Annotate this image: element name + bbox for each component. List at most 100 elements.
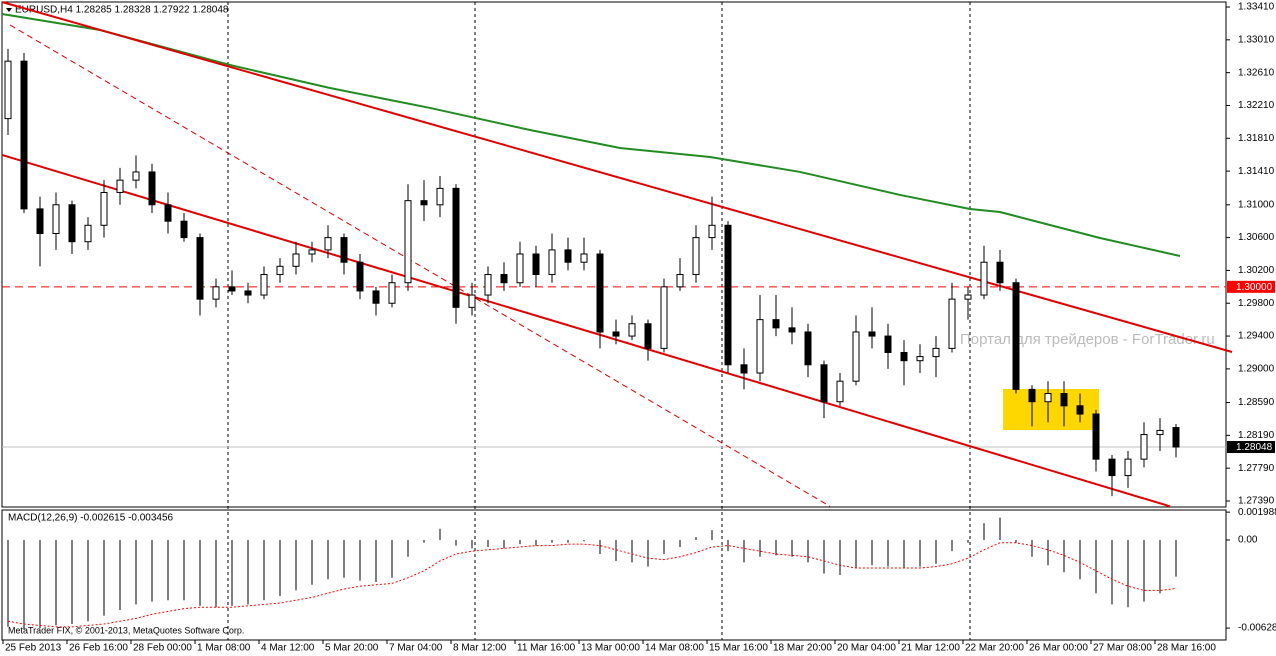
candle-body <box>820 364 828 403</box>
y-tick-label: 1.32610 <box>1238 67 1275 78</box>
separators <box>227 2 971 640</box>
price-label: 1.28048 <box>1236 442 1273 453</box>
candle-body <box>916 356 924 362</box>
candle-body <box>372 290 380 304</box>
menu-arrow <box>6 8 12 12</box>
candle-body <box>1172 427 1180 448</box>
x-tick-label: 22 Mar 20:00 <box>965 643 1024 654</box>
candle-body <box>980 261 988 296</box>
y-tick-label: 1.30600 <box>1238 232 1275 243</box>
candle-body <box>84 224 92 243</box>
candle-body <box>1108 458 1116 477</box>
candle-body <box>596 253 604 333</box>
x-tick-label: 26 Mar 00:00 <box>1029 643 1088 654</box>
macd-title: MACD(12,26,9) -0.002615 -0.003456 <box>8 513 174 524</box>
x-tick-label: 20 Mar 04:00 <box>837 643 896 654</box>
y-tick-label: 1.33010 <box>1238 34 1275 45</box>
x-tick-label: 8 Mar 12:00 <box>453 643 507 654</box>
candle-body <box>1140 434 1148 460</box>
candle-body <box>500 274 508 284</box>
candle-body <box>468 294 476 308</box>
candle-body <box>100 191 108 226</box>
candle-body <box>420 200 428 206</box>
candle-body <box>276 265 284 276</box>
x-tick-label: 5 Mar 20:00 <box>325 643 379 654</box>
y-tick-label: 1.28590 <box>1238 397 1275 408</box>
y-tick-label: 1.29000 <box>1238 364 1275 375</box>
candle-body <box>884 335 892 353</box>
candle-body <box>68 204 76 243</box>
x-tick-label: 1 Mar 08:00 <box>197 643 251 654</box>
candle-body <box>724 224 732 366</box>
macd-tick-label: 0.00 <box>1238 535 1258 546</box>
candle-body <box>788 327 796 333</box>
y-tick-label: 1.29400 <box>1238 331 1275 342</box>
candle-body <box>644 323 652 349</box>
price-label-box <box>1227 441 1275 454</box>
candle-body <box>340 237 348 263</box>
candle-body <box>548 249 556 276</box>
candle-body <box>388 282 396 304</box>
candle-body <box>212 286 220 300</box>
candle-body <box>932 347 940 358</box>
x-tick-label: 26 Feb 16:00 <box>69 643 128 654</box>
candle-body <box>324 237 332 251</box>
candle-body <box>868 331 876 337</box>
candle-body <box>180 220 188 239</box>
candle-body <box>36 208 44 234</box>
price-label: 1.30000 <box>1236 282 1273 293</box>
candle-body <box>484 274 492 296</box>
candle-body <box>612 331 620 337</box>
y-tick-label: 1.31810 <box>1238 133 1275 144</box>
candle-body <box>836 380 844 403</box>
candle-body <box>436 187 444 206</box>
x-tick-label: 28 Mar 16:00 <box>1157 643 1216 654</box>
x-tick-label: 13 Mar 00:00 <box>581 643 640 654</box>
candle-body <box>164 204 172 222</box>
candle-body <box>756 319 764 374</box>
candle-body <box>804 331 812 366</box>
candle-body <box>740 364 748 374</box>
x-tick-label: 18 Mar 20:00 <box>773 643 832 654</box>
candle-body <box>996 261 1004 284</box>
candle-body <box>660 286 668 349</box>
candle-body <box>964 294 972 300</box>
candle-body <box>356 261 364 292</box>
y-tick-label: 1.31000 <box>1238 199 1275 210</box>
candle-body <box>1124 458 1132 477</box>
main-panel <box>1 1 1227 508</box>
y-tick-label: 1.32210 <box>1238 100 1275 111</box>
candle-body <box>228 286 236 292</box>
candle-body <box>452 187 460 308</box>
candle-body <box>404 200 412 284</box>
macd-panel <box>1 509 1227 641</box>
x-tick-label: 25 Feb 2013 <box>5 643 62 654</box>
y-tick-label: 1.31410 <box>1238 166 1275 177</box>
candle-body <box>52 204 60 234</box>
candle-body <box>132 171 140 181</box>
trendline <box>1 1 1233 353</box>
candle-body <box>260 274 268 296</box>
x-tick-label: 15 Mar 16:00 <box>709 643 768 654</box>
price-label-box <box>1227 280 1275 293</box>
candle-body <box>692 237 700 276</box>
macd-signal <box>7 542 1177 628</box>
candle-body <box>148 171 156 206</box>
macd-tick-label: 0.001988 <box>1238 507 1276 518</box>
candle-body <box>1092 413 1100 460</box>
x-tick-label: 7 Mar 04:00 <box>389 643 443 654</box>
x-tick-label: 28 Feb 00:00 <box>133 643 192 654</box>
candle-body <box>1044 393 1052 403</box>
candle-body <box>292 253 300 267</box>
candle-body <box>532 253 540 276</box>
candle-body <box>708 224 716 239</box>
y-tick-label: 1.27790 <box>1238 463 1275 474</box>
candle-body <box>244 290 252 296</box>
candle-body <box>772 319 780 329</box>
candle-body <box>580 253 588 263</box>
candle-body <box>196 237 204 300</box>
candle-body <box>1076 405 1084 415</box>
candle-body <box>852 331 860 382</box>
